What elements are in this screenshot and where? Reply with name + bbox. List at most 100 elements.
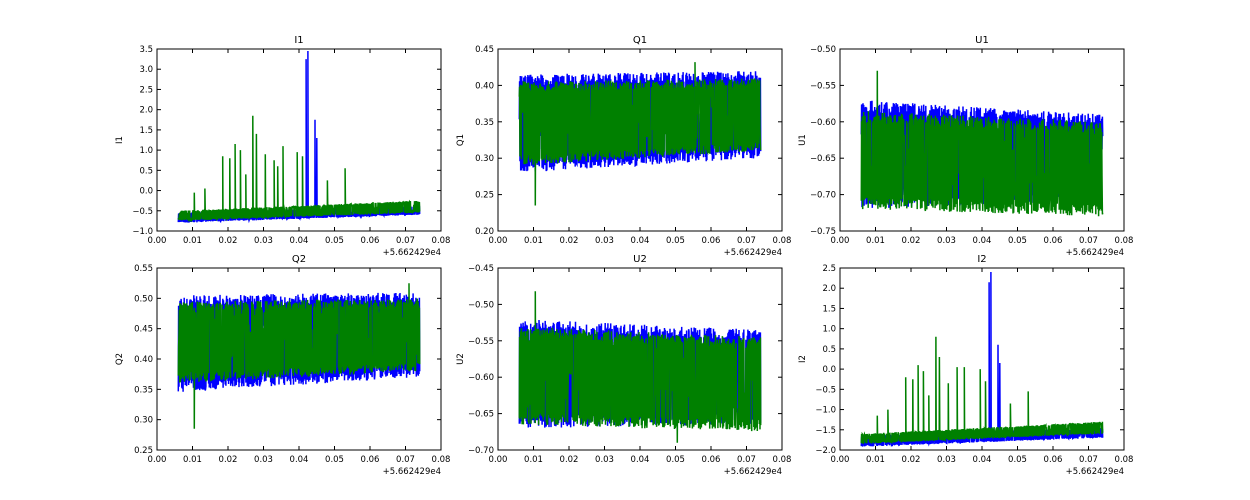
series-line-blue bbox=[860, 271, 1104, 447]
y-tick-label: −0.5 bbox=[132, 207, 153, 217]
y-tick-label: −0.60 bbox=[810, 118, 836, 128]
x-tick-label: 0.00 bbox=[148, 236, 167, 246]
y-tick-label: −0.70 bbox=[810, 191, 836, 201]
x-tick-label: 0.08 bbox=[432, 455, 451, 465]
x-tick-label: 0.03 bbox=[937, 236, 956, 246]
x-tick-label: 0.08 bbox=[773, 455, 792, 465]
x-tick-label: 0.03 bbox=[254, 236, 273, 246]
y-tick-label: 3.5 bbox=[139, 45, 153, 55]
y-tick-label: 1.5 bbox=[822, 304, 836, 314]
x-offset-label: +5.662429e4 bbox=[383, 467, 441, 477]
x-tick-label: 0.05 bbox=[1008, 455, 1027, 465]
x-tick-label: 0.07 bbox=[1079, 236, 1098, 246]
x-tick-label: 0.06 bbox=[702, 455, 721, 465]
x-tick-label: 0.06 bbox=[361, 455, 380, 465]
x-tick-label: 0.01 bbox=[866, 455, 885, 465]
x-tick-label: 0.06 bbox=[702, 236, 721, 246]
y-axis-label: I2 bbox=[798, 355, 808, 363]
x-offset-label: +5.662429e4 bbox=[1066, 248, 1124, 258]
plot-area bbox=[177, 50, 421, 224]
series-line-green bbox=[518, 291, 762, 443]
y-tick-label: 2.5 bbox=[822, 264, 836, 274]
subplot-i1: 0.00 0.01 0.02 0.03 0.04 0.05 0.06 0.07 0.08 −1.0… bbox=[115, 35, 450, 258]
x-tick-label: 0.06 bbox=[1044, 236, 1063, 246]
x-tick-label: 0.00 bbox=[831, 236, 850, 246]
chart-title: I1 bbox=[294, 35, 303, 46]
y-tick-label: −0.60 bbox=[468, 373, 494, 383]
x-tick-label: 0.03 bbox=[254, 455, 273, 465]
subplot-u2: 0.00 0.01 0.02 0.03 0.04 0.05 0.06 0.07 0.08 −0.7… bbox=[456, 254, 791, 477]
x-tick-label: 0.05 bbox=[325, 236, 344, 246]
x-tick-label: 0.04 bbox=[290, 236, 309, 246]
plot-area bbox=[518, 291, 762, 443]
y-tick-label: −1.0 bbox=[132, 227, 153, 237]
axes-frame bbox=[839, 267, 1125, 451]
x-tick-label: 0.05 bbox=[666, 236, 685, 246]
y-tick-label: −1.0 bbox=[815, 406, 836, 416]
x-tick-label: 0.01 bbox=[524, 236, 543, 246]
x-tick-label: 0.00 bbox=[831, 455, 850, 465]
y-tick-label: 0.5 bbox=[139, 166, 153, 176]
y-axis-label: Q1 bbox=[456, 134, 466, 146]
y-tick-label: −0.50 bbox=[468, 300, 494, 310]
x-tick-label: 0.02 bbox=[902, 455, 921, 465]
series-line-green bbox=[860, 336, 1104, 445]
x-tick-label: 0.00 bbox=[489, 455, 508, 465]
x-tick-label: 0.07 bbox=[737, 236, 756, 246]
y-tick-label: 0.0 bbox=[822, 365, 836, 375]
x-offset-label: +5.662429e4 bbox=[383, 248, 441, 258]
chart-title: I2 bbox=[977, 254, 986, 265]
x-offset-label: +5.662429e4 bbox=[724, 467, 782, 477]
x-offset-label: +5.662429e4 bbox=[724, 248, 782, 258]
series-line-blue bbox=[177, 50, 421, 224]
x-tick-label: 0.03 bbox=[595, 455, 614, 465]
chart-title: Q2 bbox=[292, 254, 306, 265]
plot-area bbox=[518, 62, 762, 206]
x-tick-label: 0.01 bbox=[183, 236, 202, 246]
x-tick-label: 0.02 bbox=[560, 455, 579, 465]
x-tick-label: 0.05 bbox=[1008, 236, 1027, 246]
y-tick-label: −0.75 bbox=[810, 227, 836, 237]
y-tick-label: −0.65 bbox=[810, 154, 836, 164]
y-axis-label: I1 bbox=[115, 136, 125, 144]
chart-title: Q1 bbox=[633, 35, 647, 46]
y-tick-label: 1.0 bbox=[822, 325, 836, 335]
y-tick-label: 0.20 bbox=[475, 227, 494, 237]
x-tick-label: 0.05 bbox=[666, 455, 685, 465]
x-offset-label: +5.662429e4 bbox=[1066, 467, 1124, 477]
x-tick-label: 0.04 bbox=[973, 455, 992, 465]
y-tick-label: 0.0 bbox=[139, 187, 153, 197]
plot-area bbox=[860, 271, 1104, 447]
y-tick-label: −0.55 bbox=[468, 337, 494, 347]
y-axis-label: Q2 bbox=[115, 353, 125, 365]
x-tick-label: 0.01 bbox=[183, 455, 202, 465]
y-tick-label: 2.0 bbox=[822, 284, 836, 294]
x-tick-label: 0.07 bbox=[1079, 455, 1098, 465]
y-tick-label: 2.0 bbox=[139, 106, 153, 116]
x-tick-label: 0.05 bbox=[325, 455, 344, 465]
series-line-green bbox=[177, 283, 421, 429]
y-tick-label: −0.5 bbox=[815, 385, 836, 395]
y-axis-label: U1 bbox=[798, 134, 808, 146]
y-tick-label: −0.70 bbox=[468, 446, 494, 456]
x-tick-label: 0.00 bbox=[148, 455, 167, 465]
y-tick-label: 0.30 bbox=[134, 416, 153, 426]
x-tick-label: 0.06 bbox=[1044, 455, 1063, 465]
y-axis-label: U2 bbox=[456, 353, 466, 365]
plot-area bbox=[177, 283, 421, 429]
y-tick-label: −0.55 bbox=[810, 81, 836, 91]
chart-title: U2 bbox=[633, 254, 647, 265]
x-tick-label: 0.06 bbox=[361, 236, 380, 246]
y-tick-label: −2.0 bbox=[815, 446, 836, 456]
y-tick-label: 0.5 bbox=[822, 345, 836, 355]
x-tick-label: 0.02 bbox=[560, 236, 579, 246]
x-tick-label: 0.07 bbox=[396, 455, 415, 465]
y-tick-label: 0.40 bbox=[134, 355, 153, 365]
x-tick-label: 0.04 bbox=[973, 236, 992, 246]
x-tick-label: 0.08 bbox=[432, 236, 451, 246]
series-line-green bbox=[860, 70, 1104, 217]
y-tick-label: 3.0 bbox=[139, 65, 153, 75]
x-tick-label: 0.04 bbox=[290, 455, 309, 465]
y-tick-label: 0.40 bbox=[475, 81, 494, 91]
